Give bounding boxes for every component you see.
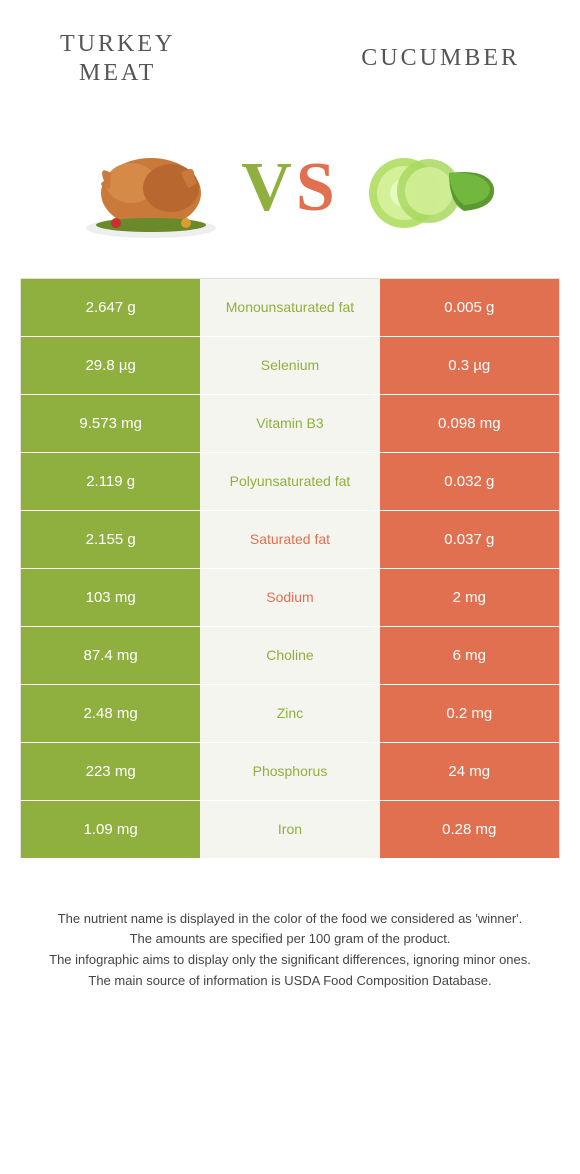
table-row: 2.647 gMonounsaturated fat0.005 g <box>21 279 559 337</box>
cell-nutrient-label: Selenium <box>200 337 379 394</box>
cell-left-value: 2.119 g <box>21 453 200 510</box>
cell-left-value: 9.573 mg <box>21 395 200 452</box>
title-left-line2: MEAT <box>60 59 175 88</box>
cell-right-value: 0.032 g <box>380 453 559 510</box>
footer-line3: The infographic aims to display only the… <box>30 950 550 971</box>
cell-left-value: 2.155 g <box>21 511 200 568</box>
cell-nutrient-label: Iron <box>200 801 379 858</box>
cell-right-value: 6 mg <box>380 627 559 684</box>
table-row: 87.4 mgCholine6 mg <box>21 627 559 685</box>
cell-right-value: 0.3 µg <box>380 337 559 394</box>
vs-letter-s: S <box>296 149 339 226</box>
nutrient-table: 2.647 gMonounsaturated fat0.005 g29.8 µg… <box>20 278 560 859</box>
cell-right-value: 24 mg <box>380 743 559 800</box>
turkey-image <box>71 128 231 248</box>
title-right: CUCUMBER <box>361 44 520 73</box>
cell-right-value: 2 mg <box>380 569 559 626</box>
footer-notes: The nutrient name is displayed in the co… <box>30 909 550 992</box>
vs-letter-v: V <box>241 149 296 226</box>
cell-left-value: 2.48 mg <box>21 685 200 742</box>
cell-nutrient-label: Vitamin B3 <box>200 395 379 452</box>
cell-right-value: 0.098 mg <box>380 395 559 452</box>
cell-nutrient-label: Sodium <box>200 569 379 626</box>
cell-right-value: 0.2 mg <box>380 685 559 742</box>
table-row: 2.48 mgZinc0.2 mg <box>21 685 559 743</box>
cell-right-value: 0.037 g <box>380 511 559 568</box>
title-left: TURKEY MEAT <box>60 30 175 88</box>
footer-line2: The amounts are specified per 100 gram o… <box>30 929 550 950</box>
cell-left-value: 87.4 mg <box>21 627 200 684</box>
header: TURKEY MEAT CUCUMBER <box>0 0 580 108</box>
table-row: 223 mgPhosphorus24 mg <box>21 743 559 801</box>
cell-left-value: 2.647 g <box>21 279 200 336</box>
images-row: VS <box>0 108 580 278</box>
vs-label: VS <box>241 148 339 228</box>
cell-nutrient-label: Phosphorus <box>200 743 379 800</box>
table-row: 1.09 mgIron0.28 mg <box>21 801 559 859</box>
cell-nutrient-label: Zinc <box>200 685 379 742</box>
cell-nutrient-label: Choline <box>200 627 379 684</box>
cell-left-value: 29.8 µg <box>21 337 200 394</box>
title-left-line1: TURKEY <box>60 30 175 59</box>
cell-nutrient-label: Monounsaturated fat <box>200 279 379 336</box>
table-row: 9.573 mgVitamin B30.098 mg <box>21 395 559 453</box>
table-row: 2.119 gPolyunsaturated fat0.032 g <box>21 453 559 511</box>
footer-line1: The nutrient name is displayed in the co… <box>30 909 550 930</box>
cell-left-value: 103 mg <box>21 569 200 626</box>
cell-left-value: 1.09 mg <box>21 801 200 858</box>
footer-line4: The main source of information is USDA F… <box>30 971 550 992</box>
cell-nutrient-label: Polyunsaturated fat <box>200 453 379 510</box>
cucumber-image <box>349 128 509 248</box>
cell-right-value: 0.005 g <box>380 279 559 336</box>
table-row: 103 mgSodium2 mg <box>21 569 559 627</box>
cell-nutrient-label: Saturated fat <box>200 511 379 568</box>
cell-left-value: 223 mg <box>21 743 200 800</box>
cell-right-value: 0.28 mg <box>380 801 559 858</box>
table-row: 29.8 µgSelenium0.3 µg <box>21 337 559 395</box>
table-row: 2.155 gSaturated fat0.037 g <box>21 511 559 569</box>
